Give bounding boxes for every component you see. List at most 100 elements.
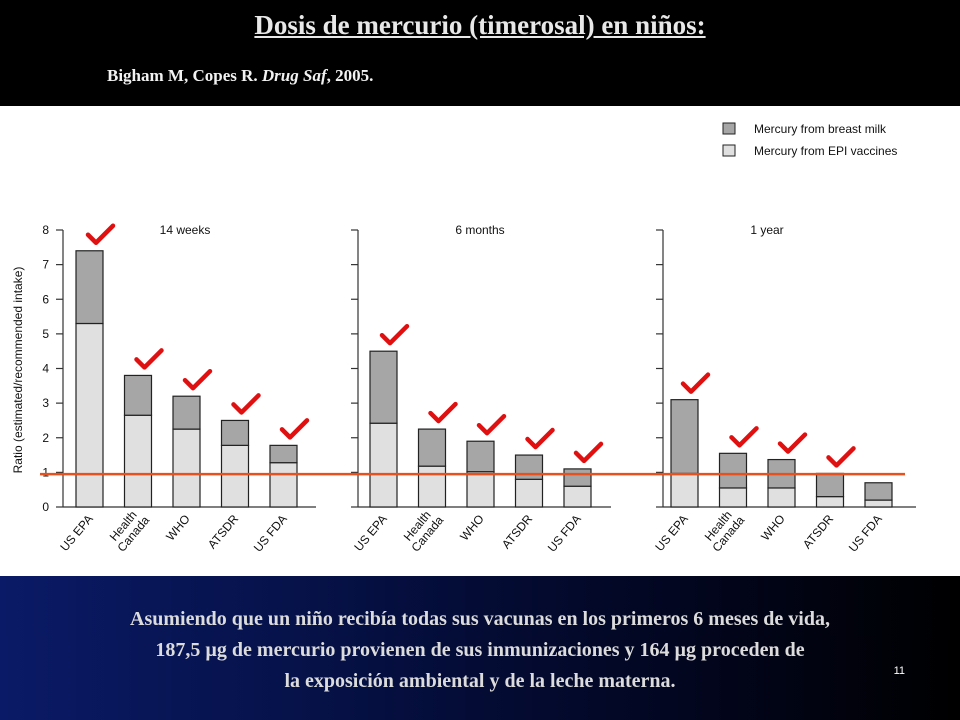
category-label-1-1: US EPA xyxy=(57,512,95,554)
bar-breast-milk-1-1 xyxy=(75,250,104,325)
legend-label-1: Mercury from breast milk xyxy=(754,122,887,136)
check-mark-icon xyxy=(729,426,759,448)
category-label-2-3: WHO xyxy=(457,512,487,543)
category-label-2-5: US FDA xyxy=(545,512,584,555)
bar-vaccines-1-2 xyxy=(123,414,153,508)
bar-breast-milk-2-5 xyxy=(563,468,592,487)
chart-area: Mercury from breast milk Mercury from EPI… xyxy=(0,106,960,576)
category-label-1-3: WHO xyxy=(163,512,193,543)
bar-vaccines-1-3 xyxy=(172,428,201,508)
bar-vaccines-1-1 xyxy=(75,322,104,508)
y-tick-label-1: 1 xyxy=(42,465,49,479)
panel-title-3: 1 year xyxy=(750,223,783,237)
check-mark-icon xyxy=(826,446,856,468)
slide-title: Dosis de mercurio (timerosal) en niños: xyxy=(254,10,706,40)
bar-vaccines-2-4 xyxy=(514,478,544,508)
check-mark-icon xyxy=(428,401,458,424)
check-mark-icon xyxy=(85,223,116,246)
caption-line-2: 187,5 µg de mercurio provienen de sus in… xyxy=(155,639,805,661)
category-label-line: US FDA xyxy=(846,512,885,555)
bar-breast-milk-2-1 xyxy=(369,350,398,424)
bar-vaccines-2-5 xyxy=(563,485,592,508)
category-label-1-2: HealthCanada xyxy=(105,505,153,555)
category-label-line: WHO xyxy=(163,512,193,543)
category-label-2-1: US EPA xyxy=(351,512,389,554)
y-axis-label: Ratio (estimated/recommended intake) xyxy=(11,267,25,474)
bar-breast-milk-1-5 xyxy=(269,444,298,464)
citation: Bigham M, Copes R. Drug Saf, 2005. xyxy=(107,66,373,86)
y-tick-label-3: 3 xyxy=(42,396,49,410)
category-label-line: WHO xyxy=(457,512,487,543)
check-mark-icon xyxy=(231,393,261,415)
category-label-line: ATSDR xyxy=(205,512,242,552)
category-label-line: US FDA xyxy=(545,512,584,555)
check-mark-icon xyxy=(476,413,507,436)
panel-title-1: 14 weeks xyxy=(160,223,211,237)
y-tick-label-6: 6 xyxy=(42,292,49,306)
check-mark-icon xyxy=(182,368,213,391)
check-mark-icon xyxy=(680,372,711,394)
legend-swatch-2 xyxy=(722,144,736,157)
category-label-3-2: HealthCanada xyxy=(700,505,748,555)
check-mark-icon xyxy=(279,418,310,440)
caption-line-3: la exposición ambiental y de la leche ma… xyxy=(284,670,676,692)
check-mark-icon xyxy=(525,427,555,450)
bar-vaccines-3-2 xyxy=(718,487,748,508)
bar-vaccines-2-2 xyxy=(417,465,447,508)
bar-breast-milk-3-4 xyxy=(815,472,845,498)
bar-vaccines-3-5 xyxy=(864,499,893,508)
y-tick-label-0: 0 xyxy=(42,500,49,514)
bar-breast-milk-3-2 xyxy=(718,452,748,489)
caption-line-1: Asumiendo que un niño recibía todas sus … xyxy=(130,608,830,630)
category-label-line: ATSDR xyxy=(499,512,536,552)
category-label-line: WHO xyxy=(758,512,788,543)
check-mark-icon xyxy=(134,348,164,370)
check-mark-icon xyxy=(777,432,808,454)
category-label-line: US EPA xyxy=(57,512,95,554)
y-tick-label-7: 7 xyxy=(42,258,49,272)
slide-number: 11 xyxy=(893,665,905,677)
category-label-1-4: ATSDR xyxy=(205,512,242,552)
category-label-2-2: HealthCanada xyxy=(399,505,447,555)
category-label-3-5: US FDA xyxy=(846,512,885,555)
bar-breast-milk-3-5 xyxy=(864,482,893,501)
category-label-line: US EPA xyxy=(351,512,389,554)
bar-breast-milk-3-1 xyxy=(670,399,699,475)
bar-breast-milk-2-4 xyxy=(514,454,544,480)
bar-breast-milk-1-3 xyxy=(172,395,201,430)
slide-header: Dosis de mercurio (timerosal) en niños: … xyxy=(0,0,960,106)
category-label-line: ATSDR xyxy=(800,512,837,552)
legend-label-2: Mercury from EPI vaccines xyxy=(754,144,897,158)
legend-swatch-1 xyxy=(722,122,736,135)
caption: Asumiendo que un niño recibía todas sus … xyxy=(0,604,960,697)
citation-authors: Bigham M, Copes R. xyxy=(107,66,262,85)
slide-footer: Asumiendo que un niño recibía todas sus … xyxy=(0,576,960,720)
category-label-2-4: ATSDR xyxy=(499,512,536,552)
bar-vaccines-2-1 xyxy=(369,422,398,508)
category-label-1-5: US FDA xyxy=(251,512,290,555)
citation-journal: Drug Saf xyxy=(261,66,327,85)
y-tick-label-5: 5 xyxy=(42,327,49,341)
bar-vaccines-3-1 xyxy=(670,472,699,508)
bar-breast-milk-2-2 xyxy=(417,428,447,467)
bar-vaccines-3-3 xyxy=(767,487,796,508)
panel-title-2: 6 months xyxy=(455,223,504,237)
check-mark-icon xyxy=(573,441,604,464)
bar-vaccines-1-5 xyxy=(269,462,298,508)
category-label-3-4: ATSDR xyxy=(800,512,837,552)
y-tick-label-4: 4 xyxy=(42,362,49,376)
citation-year: , 2005. xyxy=(326,66,374,85)
bar-breast-milk-1-4 xyxy=(220,419,250,446)
category-label-line: US EPA xyxy=(652,512,690,554)
bar-breast-milk-2-3 xyxy=(466,440,495,473)
category-label-3-1: US EPA xyxy=(652,512,690,554)
y-tick-label-2: 2 xyxy=(42,431,49,445)
bar-vaccines-1-4 xyxy=(220,444,250,508)
bar-vaccines-3-4 xyxy=(815,496,845,508)
category-label-line: US FDA xyxy=(251,512,290,555)
category-label-3-3: WHO xyxy=(758,512,788,543)
y-tick-label-8: 8 xyxy=(42,223,49,237)
bar-breast-milk-1-2 xyxy=(123,374,153,416)
stacked-bar-chart: Mercury from breast milk Mercury from EPI… xyxy=(11,122,916,555)
bar-vaccines-2-3 xyxy=(466,471,495,508)
